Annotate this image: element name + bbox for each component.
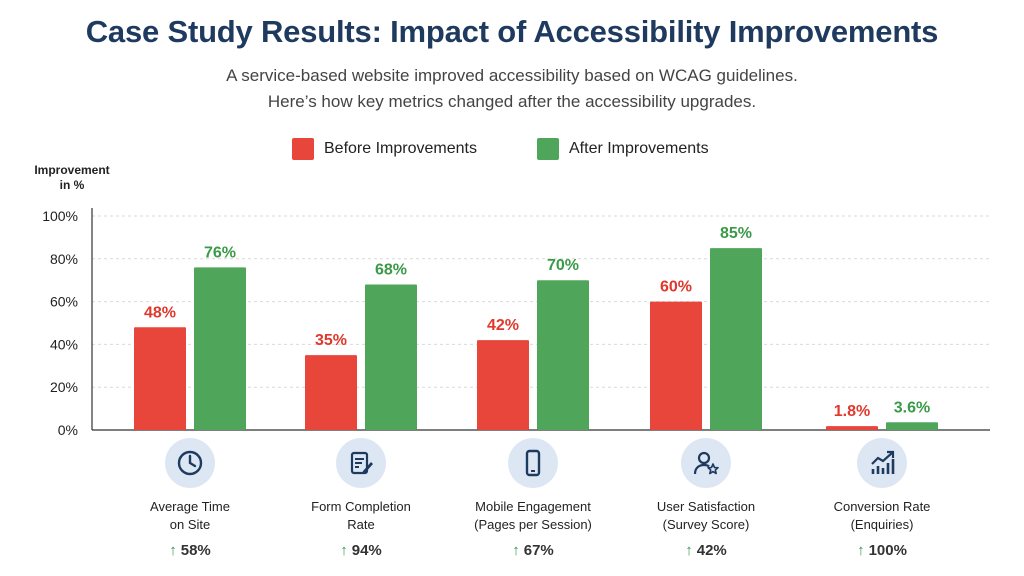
category-user-satisfaction: User Satisfaction (Survey Score) ↑ 42% xyxy=(621,438,791,559)
up-arrow-icon: ↑ xyxy=(512,542,520,559)
up-arrow-icon: ↑ xyxy=(340,542,348,559)
bar-after xyxy=(365,284,417,430)
category-label-line-2: Rate xyxy=(347,517,375,532)
up-arrow-icon: ↑ xyxy=(169,542,177,559)
data-label-before: 60% xyxy=(660,279,692,296)
data-label-after: 70% xyxy=(547,257,579,274)
category-label-line-2: (Enquiries) xyxy=(850,517,914,532)
improvement-percent: 42% xyxy=(696,542,727,559)
legend-after: After Improvements xyxy=(537,138,709,160)
bar-before xyxy=(134,327,186,430)
category-label-line-1: User Satisfaction xyxy=(656,499,756,514)
legend-swatch-before xyxy=(292,138,314,160)
category-label-line-2: (Survey Score) xyxy=(662,517,750,532)
y-tick-label: 20% xyxy=(50,379,78,395)
user-star-icon xyxy=(681,438,731,488)
bar-after xyxy=(194,267,246,430)
bar-before xyxy=(477,340,529,430)
improvement-percent: 100% xyxy=(868,542,907,559)
category-label-line-1: Average Time xyxy=(150,499,230,514)
clock-icon xyxy=(165,438,215,488)
form-edit-icon xyxy=(336,438,386,488)
growth-chart-icon xyxy=(857,438,907,488)
bar-after xyxy=(537,280,589,430)
data-label-after: 3.6% xyxy=(894,399,930,416)
chart-title: Case Study Results: Impact of Accessibil… xyxy=(85,14,939,49)
bar-before xyxy=(305,355,357,430)
category-average-time: Average Time on Site ↑ 58% xyxy=(105,438,275,559)
improvement-percent: 58% xyxy=(180,542,211,559)
y-axis-title-line-1: Improvement xyxy=(34,163,110,177)
y-tick-label: 0% xyxy=(58,422,78,438)
y-tick-label: 80% xyxy=(50,251,78,267)
improvement-value: ↑ 94% xyxy=(276,542,446,559)
subtitle-line-1: A service-based website improved accessi… xyxy=(226,66,798,85)
up-arrow-icon: ↑ xyxy=(685,542,693,559)
legend-before: Before Improvements xyxy=(292,138,477,160)
improvement-value: ↑ 67% xyxy=(448,542,618,559)
category-form-completion: Form Completion Rate ↑ 94% xyxy=(276,438,446,559)
bar-before xyxy=(826,426,878,430)
improvement-percent: 94% xyxy=(351,542,382,559)
improvement-percent: 67% xyxy=(523,542,554,559)
y-tick-label: 60% xyxy=(50,294,78,310)
data-label-after: 76% xyxy=(204,244,236,261)
category-label-line-2: on Site xyxy=(169,517,211,532)
data-label-after: 68% xyxy=(375,261,407,278)
category-label-line-1: Form Completion xyxy=(311,499,411,514)
legend-label-before: Before Improvements xyxy=(324,140,477,157)
y-axis-title-line-2: in % xyxy=(59,178,85,192)
bar-after xyxy=(710,248,762,430)
legend: Before Improvements After Improvements xyxy=(0,138,1024,162)
y-tick-label: 100% xyxy=(42,208,78,224)
data-label-before: 42% xyxy=(487,317,519,334)
data-label-after: 85% xyxy=(720,225,752,242)
improvement-value: ↑ 42% xyxy=(621,542,791,559)
category-label-line-1: Conversion Rate xyxy=(833,499,931,514)
up-arrow-icon: ↑ xyxy=(857,542,865,559)
subtitle-line-2: Here’s how key metrics changed after the… xyxy=(267,92,757,111)
y-tick-label: 40% xyxy=(50,336,78,352)
smartphone-icon xyxy=(508,438,558,488)
category-label-line-1: Mobile Engagement xyxy=(475,499,591,514)
legend-swatch-after xyxy=(537,138,559,160)
bar-before xyxy=(650,301,702,430)
improvement-value: ↑ 58% xyxy=(105,542,275,559)
improvement-value: ↑ 100% xyxy=(797,542,967,559)
legend-label-after: After Improvements xyxy=(569,140,709,157)
data-label-before: 35% xyxy=(315,332,347,349)
data-label-before: 48% xyxy=(144,304,176,321)
data-label-before: 1.8% xyxy=(834,403,870,420)
y-axis-title: Improvement in % xyxy=(24,163,120,193)
category-conversion-rate: Conversion Rate (Enquiries) ↑ 100% xyxy=(797,438,967,559)
category-mobile-engagement: Mobile Engagement (Pages per Session) ↑ 67… xyxy=(448,438,618,559)
category-label-line-2: (Pages per Session) xyxy=(474,517,592,532)
bar-after xyxy=(886,422,938,430)
